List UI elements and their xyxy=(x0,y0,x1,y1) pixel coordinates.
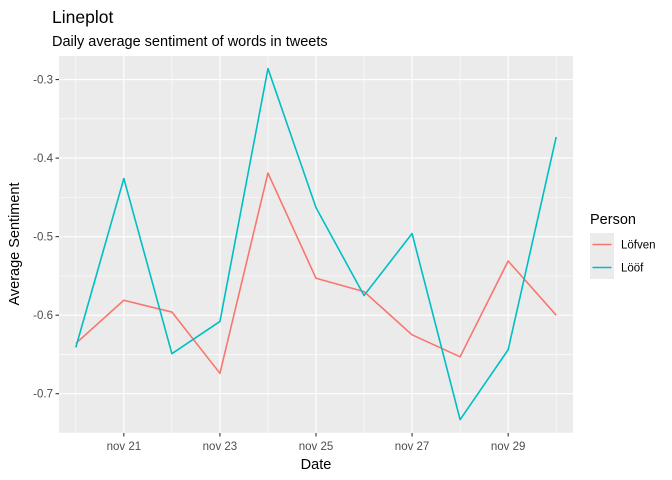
x-axis: nov 21 nov 23 nov 25 nov 27 nov 29 xyxy=(107,433,526,453)
y-axis-title: Average Sentiment xyxy=(7,182,23,305)
grid xyxy=(59,56,573,434)
x-tick-label: nov 23 xyxy=(203,441,238,453)
x-tick-label: nov 25 xyxy=(299,441,334,453)
legend-label: Lööf xyxy=(621,263,644,275)
x-axis-title: Date xyxy=(301,457,332,473)
legend-label: Löfven xyxy=(621,240,656,252)
legend-items: Löfven Lööf xyxy=(590,233,656,279)
y-axis: -0.7 -0.6 -0.5 -0.4 -0.3 xyxy=(33,75,59,401)
y-tick-label: -0.6 xyxy=(33,310,53,322)
legend-title: Person xyxy=(590,212,636,228)
series-line-0 xyxy=(75,172,557,375)
x-tick-label: nov 27 xyxy=(395,441,430,453)
series-line-1 xyxy=(75,67,557,421)
x-tick-label: nov 29 xyxy=(491,441,526,453)
chart-title: Lineplot xyxy=(52,7,113,27)
legend: Person Löfven Lööf xyxy=(590,212,656,279)
series-lines xyxy=(75,67,557,421)
y-tick-label: -0.3 xyxy=(33,75,53,87)
y-tick-label: -0.4 xyxy=(33,153,53,165)
chart-subtitle: Daily average sentiment of words in twee… xyxy=(52,34,328,50)
y-tick-label: -0.5 xyxy=(33,232,53,244)
y-tick-label: -0.7 xyxy=(33,389,53,401)
x-tick-label: nov 21 xyxy=(107,441,142,453)
